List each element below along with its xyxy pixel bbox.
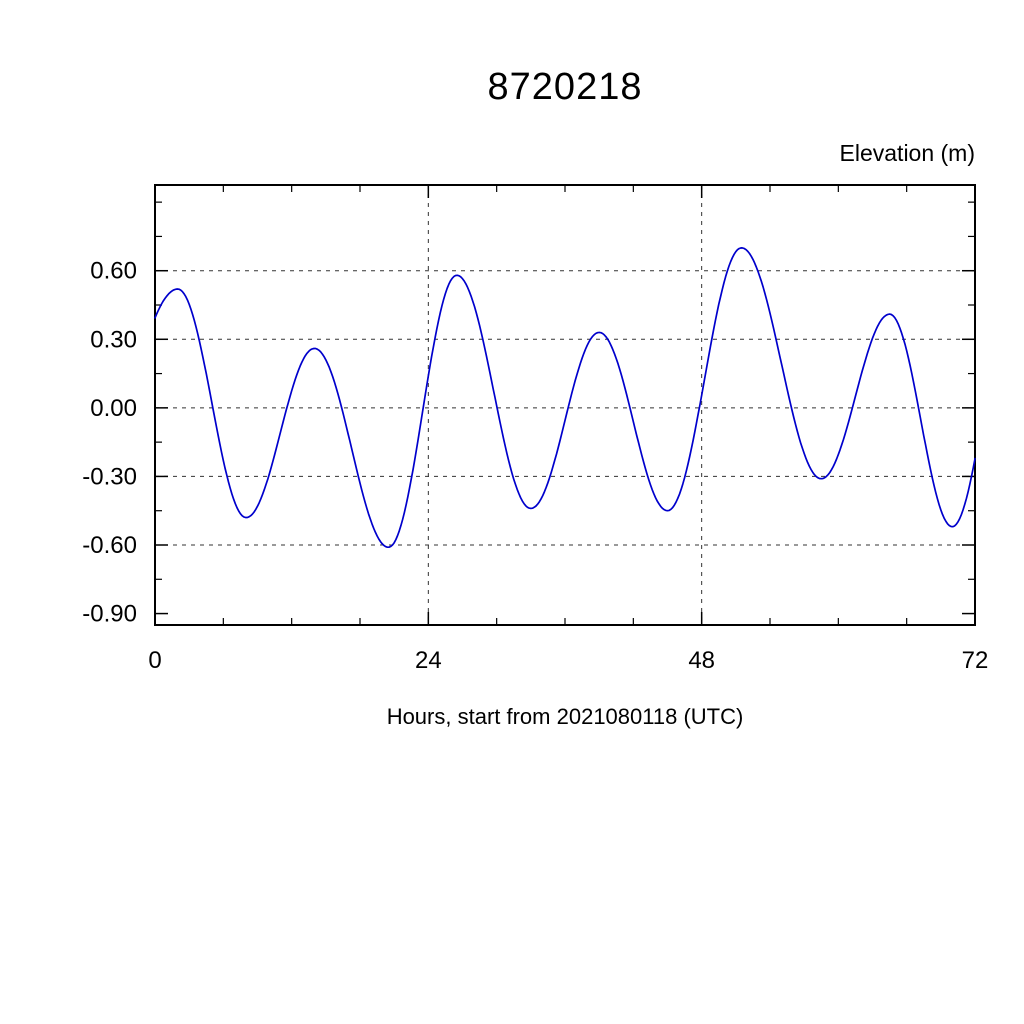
y-tick-label: 0.60 [90,258,137,285]
y-tick-label: 0.00 [90,395,137,422]
x-axis-label: Hours, start from 2021080118 (UTC) [386,704,744,729]
plot-frame [154,184,976,626]
y-tick-label: -0.60 [82,532,137,559]
x-tick-label: 24 [415,647,442,674]
x-tick-label: 0 [148,647,161,674]
y-axis-units-label: Elevation (m) [839,140,975,166]
chart-title: 8720218 [487,66,643,108]
x-tick-label: 72 [962,647,989,674]
y-tick-label: -0.90 [82,601,137,628]
elevation-line [154,247,976,549]
y-tick-label: 0.30 [90,326,137,353]
y-tick-label: -0.30 [82,463,137,490]
x-tick-label: 48 [688,647,715,674]
